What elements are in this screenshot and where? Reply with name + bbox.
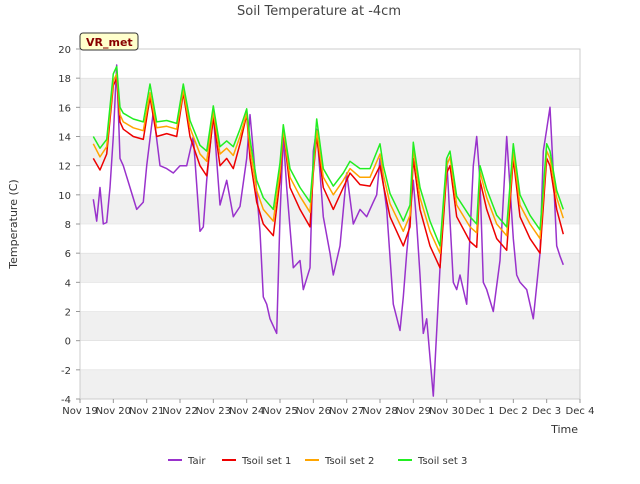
x-tick-label: Nov 22 [162, 406, 197, 417]
x-axis-label: Time [550, 423, 578, 436]
legend: Tair Tsoil set 1 Tsoil set 2 Tsoil set 3 [168, 456, 467, 467]
x-tick-label: Dec 2 [499, 406, 528, 417]
grid-band [80, 369, 580, 399]
y-tick-label: 14 [58, 133, 71, 144]
x-tick-label: Dec 3 [532, 406, 561, 417]
y-tick-label: 0 [65, 337, 71, 348]
x-tick-label: Nov 20 [96, 406, 131, 417]
y-tick-label: -4 [61, 395, 71, 406]
y-tick-label: 8 [65, 220, 71, 231]
legend-label: Tsoil set 2 [324, 456, 374, 467]
x-tick-label: Nov 21 [129, 406, 164, 417]
grid-band [80, 136, 580, 166]
x-tick-label: Nov 26 [296, 406, 331, 417]
y-tick-label: 20 [58, 45, 71, 56]
legend-label: Tsoil set 3 [417, 456, 467, 467]
grid-band [80, 194, 580, 224]
legend-label: Tsoil set 1 [241, 456, 291, 467]
x-tick-label: Nov 29 [396, 406, 431, 417]
y-tick-label: 18 [58, 74, 71, 85]
y-tick-label: 16 [58, 103, 71, 114]
y-tick-label: 12 [58, 162, 71, 173]
y-tick-label: 2 [65, 308, 71, 319]
grid-band [80, 311, 580, 341]
y-axis: -4 -2 0 2 4 6 8 10 12 14 16 18 20 [58, 45, 80, 406]
series-layer [92, 64, 565, 397]
y-axis-label: Temperature (C) [7, 179, 20, 269]
x-tick-label: Nov 19 [62, 406, 97, 417]
x-tick-label: Nov 28 [362, 406, 397, 417]
x-tick-label: Nov 27 [329, 406, 364, 417]
site-label: VR_met [86, 36, 133, 49]
legend-item: Tsoil set 3 [398, 456, 467, 467]
x-tick-label: Nov 24 [229, 406, 264, 417]
x-tick-label: Nov 23 [196, 406, 231, 417]
series-line-tair [92, 64, 565, 397]
legend-item: Tair [168, 456, 206, 467]
y-tick-label: 4 [65, 278, 71, 289]
site-label-box: VR_met [79, 32, 139, 51]
legend-label: Tair [187, 456, 206, 467]
legend-item: Tsoil set 1 [222, 456, 291, 467]
y-tick-label: -2 [61, 366, 71, 377]
chart-title: Soil Temperature at -4cm [237, 4, 401, 19]
x-tick-label: Dec 4 [566, 406, 595, 417]
y-tick-label: 6 [65, 249, 71, 260]
x-tick-label: Nov 25 [262, 406, 297, 417]
plot-bands [80, 78, 580, 399]
grid-band [80, 78, 580, 108]
series-line-tsoil-set-3 [92, 65, 565, 247]
x-tick-label: Dec 1 [466, 406, 495, 417]
x-tick-label: Nov 30 [429, 406, 464, 417]
legend-item: Tsoil set 2 [305, 456, 374, 467]
site-label-background [79, 32, 139, 51]
y-tick-label: 10 [58, 191, 71, 202]
